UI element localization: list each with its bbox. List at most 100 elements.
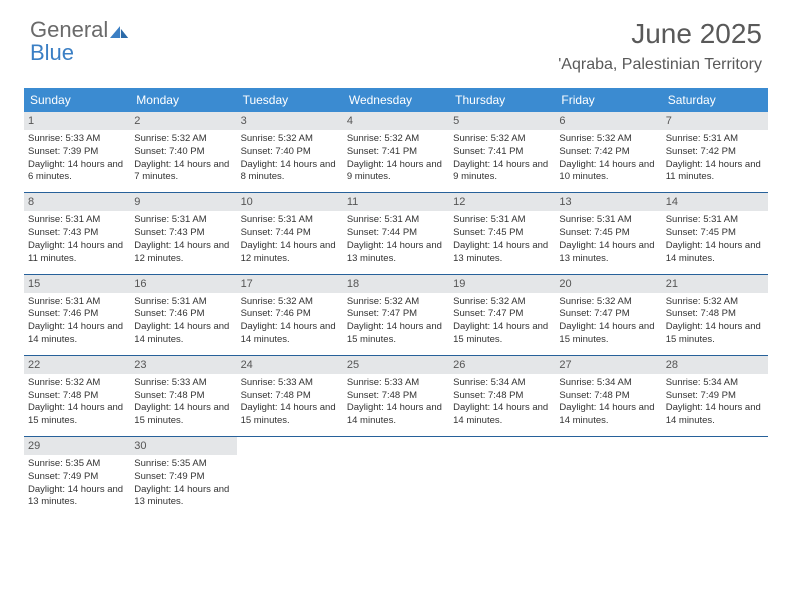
day-number: 20: [555, 275, 661, 293]
day-number: 27: [555, 356, 661, 374]
day-info: Sunrise: 5:32 AMSunset: 7:41 PMDaylight:…: [453, 133, 551, 184]
day-number: 7: [662, 112, 768, 130]
calendar-day-cell: 12 Sunrise: 5:31 AMSunset: 7:45 PMDayligh…: [449, 193, 555, 273]
weekday-header-cell: Sunday: [24, 88, 130, 112]
day-info: Sunrise: 5:32 AMSunset: 7:47 PMDaylight:…: [453, 296, 551, 347]
day-number: 4: [343, 112, 449, 130]
day-info: Sunrise: 5:31 AMSunset: 7:46 PMDaylight:…: [134, 296, 232, 347]
calendar-day-cell: 24 Sunrise: 5:33 AMSunset: 7:48 PMDayligh…: [237, 356, 343, 436]
calendar-day-cell: 21 Sunrise: 5:32 AMSunset: 7:48 PMDayligh…: [662, 275, 768, 355]
calendar-day-cell: 18Sunrise: 5:32 AMSunset: 7:47 PMDayligh…: [343, 275, 449, 355]
calendar-day-cell: [449, 437, 555, 517]
day-info: Sunrise: 5:32 AMSunset: 7:42 PMDaylight:…: [559, 133, 657, 184]
day-number: 11: [343, 193, 449, 211]
calendar-day-cell: 5 Sunrise: 5:32 AMSunset: 7:41 PMDaylight…: [449, 112, 555, 192]
calendar-day-cell: 14Sunrise: 5:31 AMSunset: 7:45 PMDayligh…: [662, 193, 768, 273]
day-number: 28: [662, 356, 768, 374]
day-info: Sunrise: 5:31 AMSunset: 7:46 PMDaylight:…: [28, 296, 126, 347]
title-block: June 2025 'Aqraba, Palestinian Territory: [558, 18, 762, 74]
brand-part2: Blue: [30, 40, 74, 65]
day-number: 18: [343, 275, 449, 293]
day-number: 10: [237, 193, 343, 211]
sail-icon: [110, 20, 132, 34]
day-number: 16: [130, 275, 236, 293]
day-number: 24: [237, 356, 343, 374]
calendar-body: 1 Sunrise: 5:33 AMSunset: 7:39 PMDaylight…: [24, 112, 768, 517]
calendar-day-cell: 20 Sunrise: 5:32 AMSunset: 7:47 PMDayligh…: [555, 275, 661, 355]
day-info: Sunrise: 5:32 AMSunset: 7:40 PMDaylight:…: [241, 133, 339, 184]
day-info: Sunrise: 5:33 AMSunset: 7:48 PMDaylight:…: [134, 377, 232, 428]
calendar-day-cell: [343, 437, 449, 517]
weekday-header-cell: Saturday: [662, 88, 768, 112]
day-number: 12: [449, 193, 555, 211]
day-number: 6: [555, 112, 661, 130]
day-info: Sunrise: 5:33 AMSunset: 7:48 PMDaylight:…: [347, 377, 445, 428]
weekday-header-row: SundayMondayTuesdayWednesdayThursdayFrid…: [24, 88, 768, 112]
calendar-week: 1 Sunrise: 5:33 AMSunset: 7:39 PMDaylight…: [24, 112, 768, 193]
calendar-day-cell: [662, 437, 768, 517]
day-number: 30: [130, 437, 236, 455]
weekday-header-cell: Thursday: [449, 88, 555, 112]
calendar-day-cell: 9 Sunrise: 5:31 AMSunset: 7:43 PMDaylight…: [130, 193, 236, 273]
day-info: Sunrise: 5:32 AMSunset: 7:46 PMDaylight:…: [241, 296, 339, 347]
calendar-day-cell: 8 Sunrise: 5:31 AMSunset: 7:43 PMDaylight…: [24, 193, 130, 273]
weekday-header-cell: Monday: [130, 88, 236, 112]
calendar-week: 8Sunrise: 5:31 AMSunset: 7:43 PMDaylight…: [24, 193, 768, 274]
calendar-day-cell: 29Sunrise: 5:35 AMSunset: 7:49 PMDayligh…: [24, 437, 130, 517]
calendar-week: 15Sunrise: 5:31 AMSunset: 7:46 PMDayligh…: [24, 275, 768, 356]
brand-part1: General: [30, 17, 108, 42]
calendar: SundayMondayTuesdayWednesdayThursdayFrid…: [24, 88, 768, 517]
day-info: Sunrise: 5:33 AMSunset: 7:39 PMDaylight:…: [28, 133, 126, 184]
day-number: 1: [24, 112, 130, 130]
day-info: Sunrise: 5:35 AMSunset: 7:49 PMDaylight:…: [134, 458, 232, 509]
calendar-day-cell: 2Sunrise: 5:32 AMSunset: 7:40 PMDaylight…: [130, 112, 236, 192]
day-info: Sunrise: 5:34 AMSunset: 7:48 PMDaylight:…: [559, 377, 657, 428]
day-number: 29: [24, 437, 130, 455]
day-number: 25: [343, 356, 449, 374]
day-info: Sunrise: 5:31 AMSunset: 7:45 PMDaylight:…: [559, 214, 657, 265]
calendar-day-cell: [237, 437, 343, 517]
day-number: 5: [449, 112, 555, 130]
day-number: 22: [24, 356, 130, 374]
calendar-day-cell: 3Sunrise: 5:32 AMSunset: 7:40 PMDaylight…: [237, 112, 343, 192]
day-number: 14: [662, 193, 768, 211]
day-number: 8: [24, 193, 130, 211]
brand-logo: GeneralBlue: [30, 18, 132, 64]
calendar-day-cell: 7Sunrise: 5:31 AMSunset: 7:42 PMDaylight…: [662, 112, 768, 192]
day-info: Sunrise: 5:32 AMSunset: 7:47 PMDaylight:…: [559, 296, 657, 347]
calendar-day-cell: 13 Sunrise: 5:31 AMSunset: 7:45 PMDayligh…: [555, 193, 661, 273]
calendar-day-cell: 4 Sunrise: 5:32 AMSunset: 7:41 PMDaylight…: [343, 112, 449, 192]
weekday-header-cell: Wednesday: [343, 88, 449, 112]
day-number: 21: [662, 275, 768, 293]
day-number: 2: [130, 112, 236, 130]
day-number: 13: [555, 193, 661, 211]
day-info: Sunrise: 5:31 AMSunset: 7:44 PMDaylight:…: [347, 214, 445, 265]
calendar-day-cell: 15 Sunrise: 5:31 AMSunset: 7:46 PMDayligh…: [24, 275, 130, 355]
day-info: Sunrise: 5:31 AMSunset: 7:44 PMDaylight:…: [241, 214, 339, 265]
day-number: 15: [24, 275, 130, 293]
day-info: Sunrise: 5:31 AMSunset: 7:45 PMDaylight:…: [453, 214, 551, 265]
day-info: Sunrise: 5:32 AMSunset: 7:48 PMDaylight:…: [666, 296, 764, 347]
calendar-day-cell: 16 Sunrise: 5:31 AMSunset: 7:46 PMDayligh…: [130, 275, 236, 355]
calendar-day-cell: [555, 437, 661, 517]
day-info: Sunrise: 5:31 AMSunset: 7:43 PMDaylight:…: [134, 214, 232, 265]
day-info: Sunrise: 5:32 AMSunset: 7:41 PMDaylight:…: [347, 133, 445, 184]
calendar-day-cell: 11 Sunrise: 5:31 AMSunset: 7:44 PMDayligh…: [343, 193, 449, 273]
day-info: Sunrise: 5:31 AMSunset: 7:43 PMDaylight:…: [28, 214, 126, 265]
calendar-day-cell: 23 Sunrise: 5:33 AMSunset: 7:48 PMDayligh…: [130, 356, 236, 436]
day-number: 23: [130, 356, 236, 374]
day-number: 9: [130, 193, 236, 211]
day-info: Sunrise: 5:32 AMSunset: 7:48 PMDaylight:…: [28, 377, 126, 428]
day-info: Sunrise: 5:34 AMSunset: 7:48 PMDaylight:…: [453, 377, 551, 428]
calendar-day-cell: 17Sunrise: 5:32 AMSunset: 7:46 PMDayligh…: [237, 275, 343, 355]
location-label: 'Aqraba, Palestinian Territory: [558, 56, 762, 74]
day-number: 26: [449, 356, 555, 374]
calendar-day-cell: 26 Sunrise: 5:34 AMSunset: 7:48 PMDayligh…: [449, 356, 555, 436]
calendar-day-cell: 25 Sunrise: 5:33 AMSunset: 7:48 PMDayligh…: [343, 356, 449, 436]
calendar-day-cell: 19Sunrise: 5:32 AMSunset: 7:47 PMDayligh…: [449, 275, 555, 355]
calendar-week: 29Sunrise: 5:35 AMSunset: 7:49 PMDayligh…: [24, 437, 768, 517]
day-info: Sunrise: 5:33 AMSunset: 7:48 PMDaylight:…: [241, 377, 339, 428]
calendar-day-cell: 10 Sunrise: 5:31 AMSunset: 7:44 PMDayligh…: [237, 193, 343, 273]
page-header: GeneralBlue June 2025 'Aqraba, Palestini…: [0, 0, 792, 78]
calendar-day-cell: 22 Sunrise: 5:32 AMSunset: 7:48 PMDayligh…: [24, 356, 130, 436]
